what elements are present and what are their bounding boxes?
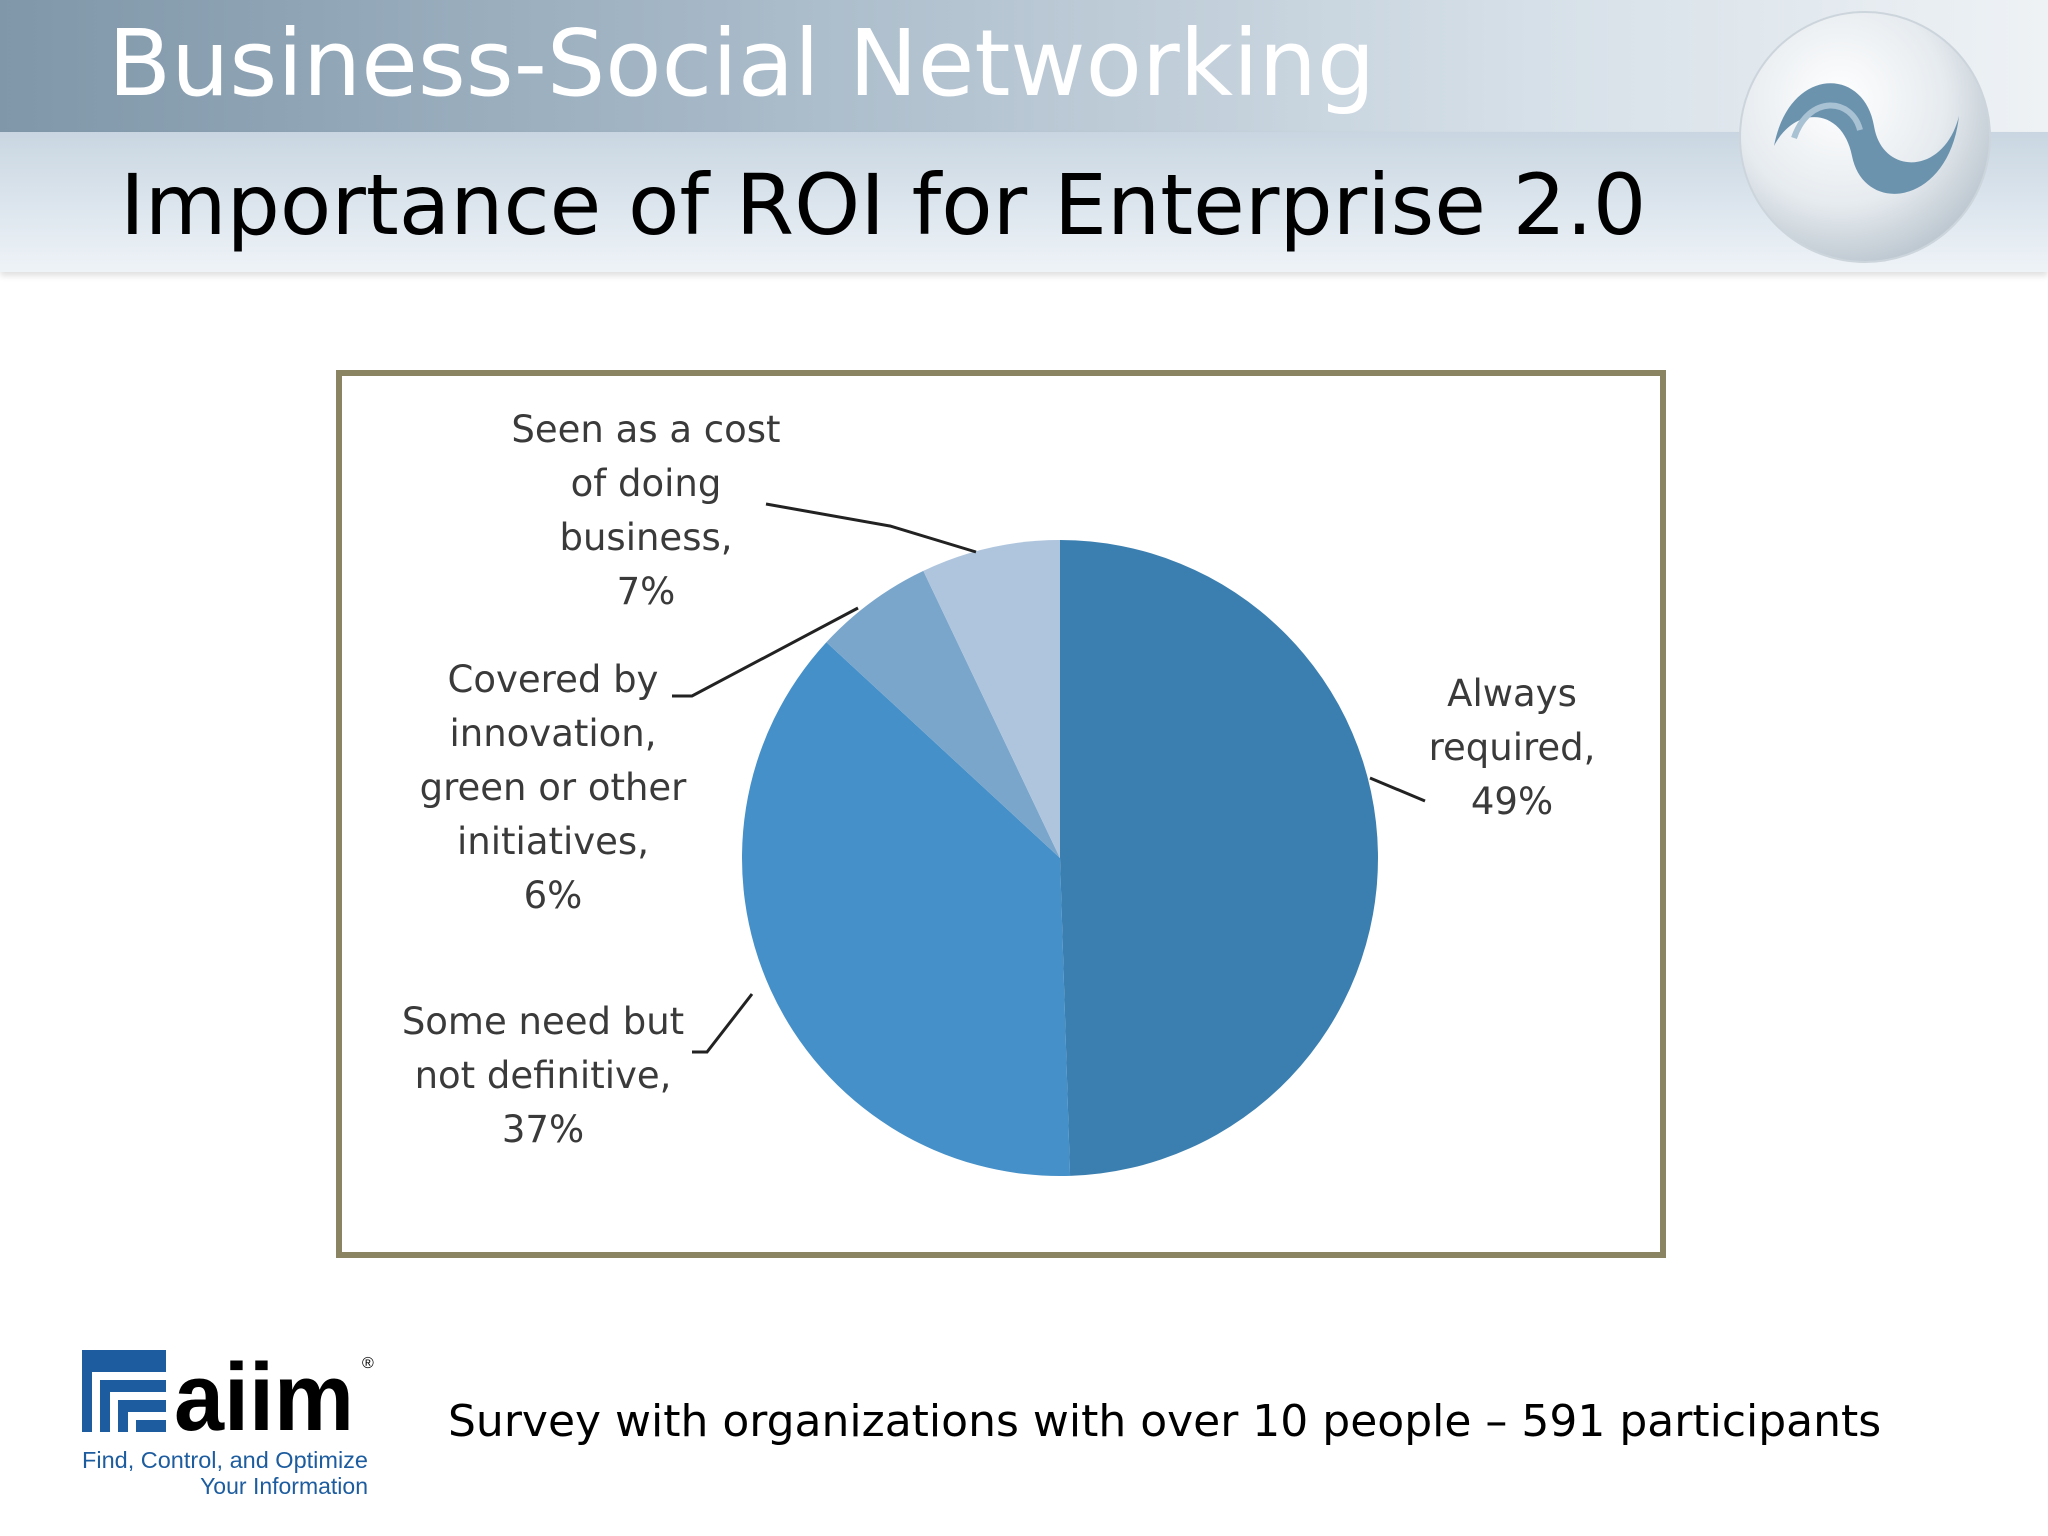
- pie-label-line: initiatives,: [457, 820, 649, 863]
- section-title: Business-Social Networking: [108, 10, 1376, 117]
- pie-leader-line-2: [672, 606, 859, 698]
- logo-wordmark: aiim: [174, 1344, 354, 1451]
- swirl-orb-icon: [1734, 6, 1996, 268]
- header-title-band: [0, 132, 2048, 272]
- pie-label-1: Some need but not definitive, 37%: [402, 1000, 684, 1151]
- pie-label-line: of doing: [571, 462, 722, 505]
- pie-label-line: 49%: [1471, 780, 1553, 823]
- pie-slice-3: [923, 540, 1060, 858]
- survey-footnote: Survey with organizations with over 10 p…: [448, 1396, 1882, 1447]
- logo-registered-mark: ®: [362, 1355, 374, 1372]
- pie-label-3: Seen as a cost of doing business, 7%: [511, 408, 780, 613]
- pie-label-line: Some need but: [402, 1000, 684, 1043]
- pie-label-line: 7%: [617, 570, 676, 613]
- logo-tagline-line1: Find, Control, and Optimize: [82, 1447, 368, 1473]
- pie-label-line: Seen as a cost: [511, 408, 780, 451]
- header-top-band: [0, 0, 2048, 132]
- aiim-logo: aiim ® Find, Control, and Optimize Your …: [82, 1344, 412, 1504]
- pie-label-line: business,: [559, 516, 732, 559]
- chart-frame: Always required, 49% Some need but not defin…: [336, 370, 1666, 1258]
- pie-label-line: Covered by: [448, 658, 659, 701]
- pie-label-line: Always: [1447, 672, 1577, 715]
- pie-chart: Always required, 49% Some need but not defin…: [402, 408, 1596, 1176]
- pie-label-0: Always required, 49%: [1429, 672, 1596, 823]
- logo-tagline-line2: Your Information: [200, 1473, 368, 1499]
- pie-label-line: green or other: [420, 766, 688, 809]
- pie-leader-line-1: [692, 993, 754, 1054]
- pie-label-line: not definitive,: [415, 1054, 672, 1097]
- pie-label-line: 37%: [502, 1108, 584, 1151]
- pie-slice-1: [742, 642, 1071, 1176]
- pie-label-line: innovation,: [449, 712, 656, 755]
- pie-label-2: Covered by innovation, green or other initi…: [420, 658, 688, 917]
- pie-slice-2: [826, 570, 1060, 858]
- pie-leader-line-0: [1369, 776, 1426, 803]
- pie-label-line: required,: [1429, 726, 1596, 769]
- pie-label-line: 6%: [524, 874, 583, 917]
- pie-leader-line-3: [765, 502, 977, 554]
- pie-slice-0: [1060, 540, 1378, 1176]
- slide-title: Importance of ROI for Enterprise 2.0: [120, 156, 1647, 254]
